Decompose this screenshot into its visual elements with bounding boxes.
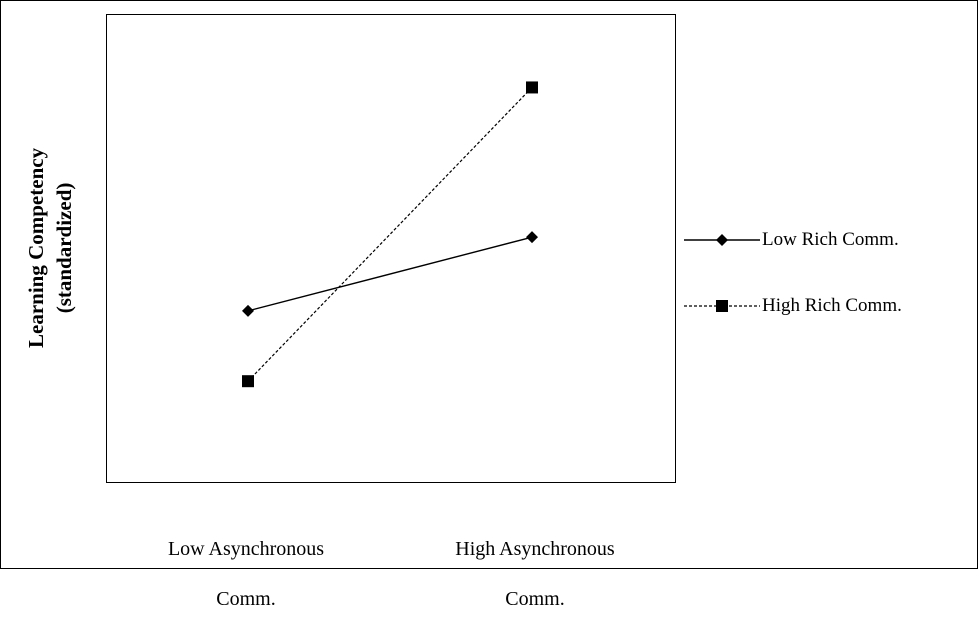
- legend-swatch-square-icon: [684, 300, 760, 312]
- data-point-low-rich-comm-0: [242, 304, 254, 317]
- y-axis-label-line-2: (standardized): [52, 182, 76, 314]
- x-tick-high-async-line-1: High Asynchronous: [455, 538, 615, 560]
- data-point-high-rich-comm-1: [526, 81, 538, 94]
- legend-item-high-rich: High Rich Comm.: [682, 295, 902, 317]
- x-tick-low-async: Low Asynchronous Comm.: [132, 512, 360, 637]
- legend-label-high-rich: High Rich Comm.: [762, 295, 902, 316]
- series-line-high-rich-comm: [247, 87, 533, 382]
- y-axis-label-line-1: Learning Competency: [24, 147, 48, 348]
- plot-area: [106, 14, 676, 483]
- series-line-low-rich-comm: [247, 236, 533, 312]
- data-point-high-rich-comm-0: [242, 375, 254, 388]
- chart-frame: [0, 0, 978, 569]
- legend-swatch-diamond-icon: [684, 234, 760, 246]
- legend-label-low-rich: Low Rich Comm.: [762, 229, 899, 250]
- chart-svg: [242, 81, 538, 388]
- x-tick-low-async-line-1: Low Asynchronous: [167, 538, 325, 560]
- x-tick-high-async: High Asynchronous Comm.: [410, 512, 660, 637]
- data-point-low-rich-comm-1: [526, 231, 538, 244]
- legend-item-low-rich: Low Rich Comm.: [682, 229, 899, 251]
- x-tick-low-async-line-2: Comm.: [216, 588, 276, 610]
- x-tick-high-async-line-2: Comm.: [505, 588, 565, 610]
